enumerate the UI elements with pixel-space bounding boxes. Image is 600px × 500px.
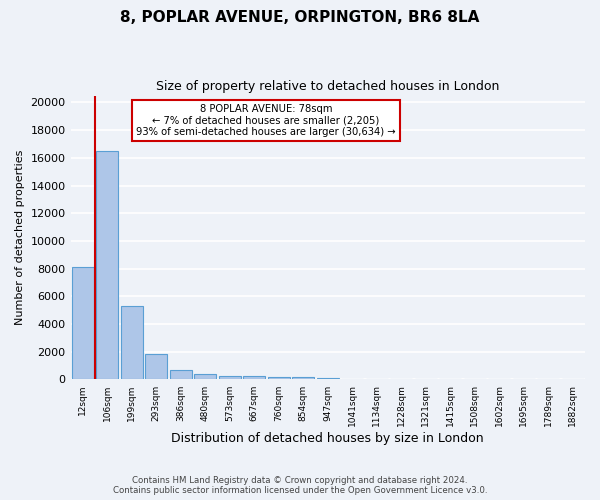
Bar xyxy=(72,268,94,380)
Bar xyxy=(96,151,118,380)
Bar xyxy=(219,376,241,380)
Text: Contains HM Land Registry data © Crown copyright and database right 2024.
Contai: Contains HM Land Registry data © Crown c… xyxy=(113,476,487,495)
Text: 8 POPLAR AVENUE: 78sqm
← 7% of detached houses are smaller (2,205)
93% of semi-d: 8 POPLAR AVENUE: 78sqm ← 7% of detached … xyxy=(136,104,396,138)
Bar xyxy=(194,374,217,380)
Title: Size of property relative to detached houses in London: Size of property relative to detached ho… xyxy=(156,80,499,93)
Text: 8, POPLAR AVENUE, ORPINGTON, BR6 8LA: 8, POPLAR AVENUE, ORPINGTON, BR6 8LA xyxy=(121,10,479,25)
Bar xyxy=(292,377,314,380)
Bar xyxy=(341,379,363,380)
Bar xyxy=(121,306,143,380)
Bar xyxy=(145,354,167,380)
Bar xyxy=(317,378,339,380)
Y-axis label: Number of detached properties: Number of detached properties xyxy=(15,150,25,325)
Bar xyxy=(243,376,265,380)
X-axis label: Distribution of detached houses by size in London: Distribution of detached houses by size … xyxy=(172,432,484,445)
Bar xyxy=(268,377,290,380)
Bar xyxy=(170,370,192,380)
